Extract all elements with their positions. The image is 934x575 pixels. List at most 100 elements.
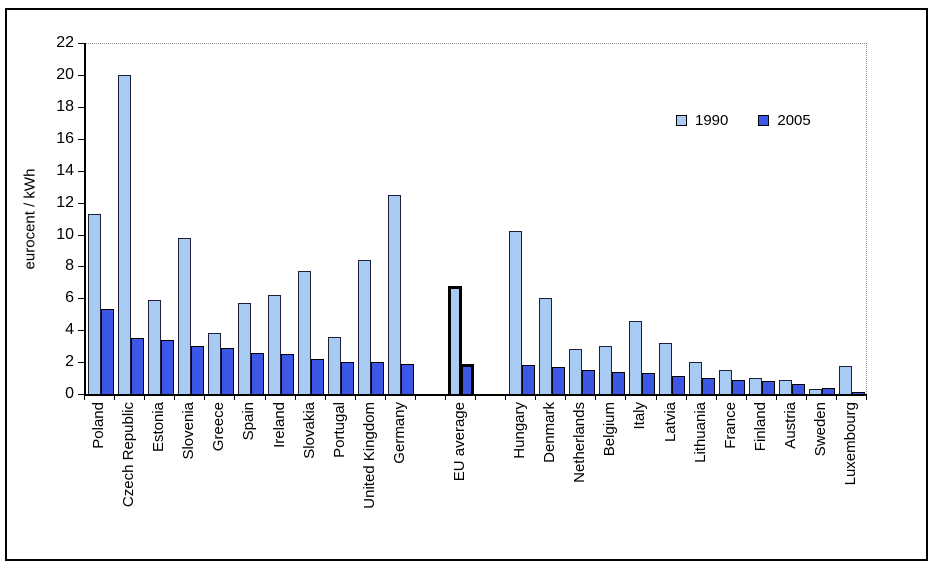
y-tick-22 <box>78 43 84 44</box>
x-tick <box>174 394 176 400</box>
bar-2005-hungary <box>521 365 535 394</box>
x-tick <box>354 394 356 400</box>
bar-2005-italy <box>641 373 655 394</box>
bar-1990-czech-republic <box>117 75 131 394</box>
x-label-greece: Greece <box>210 402 228 452</box>
y-axis-title: eurocent / kWh <box>21 168 39 270</box>
y-tick-2 <box>78 362 84 364</box>
bar-2005-poland <box>100 309 114 394</box>
bar-1990-hungary <box>508 231 522 394</box>
bar-1990-finland <box>749 378 763 394</box>
bar-2005-finland <box>762 381 776 394</box>
bar-2005-czech-republic <box>130 338 144 394</box>
plot-frame-top <box>84 43 867 44</box>
y-tick-0 <box>78 394 84 395</box>
legend-label-1990: 1990 <box>695 112 729 129</box>
x-tick <box>475 394 476 400</box>
y-tick-label-4: 4 <box>65 321 74 339</box>
x-label-luxembourg: Luxembourg <box>842 402 859 486</box>
bar-2005-slovakia <box>311 359 324 394</box>
x-tick <box>866 394 867 400</box>
x-tick <box>715 394 717 400</box>
x-label-eu-average: EU average <box>451 402 468 482</box>
x-label-spain: Spain <box>240 402 258 441</box>
y-tick-16 <box>78 138 84 140</box>
x-tick <box>565 394 567 400</box>
legend-label-2005: 2005 <box>777 112 811 129</box>
legend-swatch-2005 <box>758 115 770 126</box>
x-tick <box>805 394 807 400</box>
bar-1990-spain <box>237 303 251 394</box>
x-label-belgium: Belgium <box>601 402 619 457</box>
bar-1990-austria <box>779 380 793 394</box>
x-label-france: France <box>721 402 739 449</box>
x-tick <box>264 394 266 400</box>
bar-1990-estonia <box>147 300 161 394</box>
y-tick-4 <box>78 330 84 332</box>
bar-2005-united-kingdom <box>371 362 385 394</box>
bar-1990-germany <box>388 195 402 394</box>
x-label-germany: Germany <box>390 402 408 464</box>
x-label-poland: Poland <box>90 402 107 449</box>
bar-1990-denmark <box>538 298 552 394</box>
y-tick-6 <box>78 298 84 300</box>
x-tick <box>324 394 326 400</box>
bar-1990-italy <box>628 321 642 394</box>
x-label-latvia: Latvia <box>661 402 679 443</box>
x-label-united-kingdom: United Kingdom <box>360 402 378 509</box>
bar-1990-slovakia <box>298 271 311 394</box>
x-tick <box>384 394 386 400</box>
bar-2005-ireland <box>281 354 294 394</box>
x-tick <box>835 394 837 400</box>
x-label-slovakia: Slovakia <box>300 402 318 459</box>
bar-2005-portugal <box>341 362 355 394</box>
x-label-ireland: Ireland <box>270 402 288 448</box>
x-label-austria: Austria <box>781 402 799 449</box>
bar-2005-greece <box>220 348 234 394</box>
bar-1990-ireland <box>268 295 281 394</box>
bar-2005-estonia <box>160 340 174 394</box>
x-label-estonia: Estonia <box>150 402 168 453</box>
bar-1990-poland <box>87 214 101 394</box>
bar-2005-lithuania <box>702 378 715 394</box>
x-label-denmark: Denmark <box>541 402 559 463</box>
y-tick-18 <box>78 106 84 108</box>
bar-1990-netherlands <box>568 349 582 394</box>
bar-2005-sweden <box>822 388 836 394</box>
bar-1990-portugal <box>328 337 342 394</box>
x-tick <box>204 394 206 400</box>
y-tick-label-12: 12 <box>56 193 74 211</box>
x-label-portugal: Portugal <box>330 402 348 458</box>
x-tick <box>444 394 446 400</box>
y-tick-label-6: 6 <box>65 289 74 307</box>
y-tick-label-14: 14 <box>56 161 74 179</box>
x-tick <box>745 394 747 400</box>
bar-2005-netherlands <box>581 370 595 394</box>
x-tick <box>595 394 597 400</box>
y-tick-label-22: 22 <box>56 34 74 51</box>
x-label-slovenia: Slovenia <box>180 402 198 460</box>
bar-2005-slovenia <box>190 346 204 394</box>
bar-2005-austria <box>792 384 806 394</box>
x-tick <box>535 394 537 400</box>
x-tick <box>685 394 687 400</box>
y-tick-10 <box>78 234 84 236</box>
bar-2005-denmark <box>551 367 565 394</box>
bar-1990-lithuania <box>689 362 702 394</box>
x-label-czech-republic: Czech Republic <box>120 402 138 508</box>
y-tick-label-2: 2 <box>65 353 74 371</box>
y-tick-20 <box>78 74 84 76</box>
y-tick-label-20: 20 <box>56 65 74 83</box>
bar-1990-sweden <box>809 389 823 394</box>
x-tick <box>625 394 627 400</box>
y-tick-label-0: 0 <box>65 385 74 402</box>
bar-1990-slovenia <box>177 238 191 394</box>
x-tick <box>144 394 146 400</box>
x-tick <box>234 394 236 400</box>
x-tick <box>84 394 85 400</box>
bar-1990-luxembourg <box>839 366 853 394</box>
legend-swatch-1990 <box>676 115 687 126</box>
bar-2005-luxembourg <box>852 392 866 394</box>
